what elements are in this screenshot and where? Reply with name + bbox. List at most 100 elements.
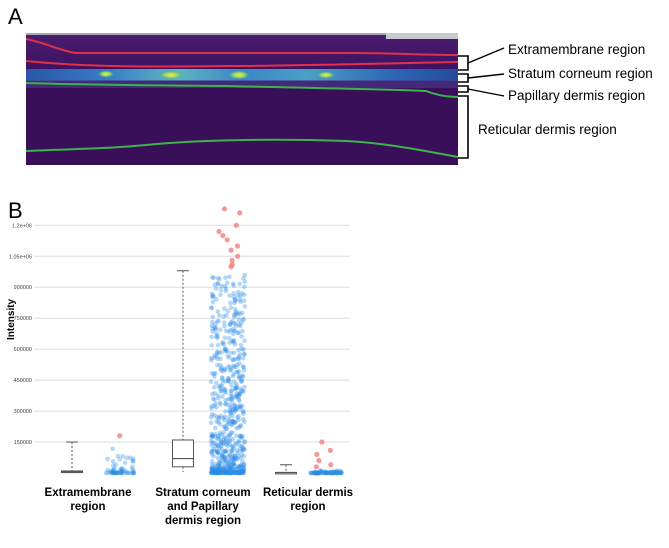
intensity-point <box>214 349 220 355</box>
intensity-point <box>214 464 219 469</box>
intensity-point <box>228 410 234 416</box>
intensity-point <box>226 454 231 460</box>
intensity-point <box>215 433 221 439</box>
intensity-point <box>232 409 237 414</box>
outlier-point <box>235 253 241 259</box>
intensity-point <box>210 293 216 298</box>
intensity-point <box>227 409 233 414</box>
intensity-point <box>212 413 217 418</box>
intensity-point <box>119 467 125 472</box>
intensity-point <box>241 462 247 468</box>
intensity-point <box>223 439 229 444</box>
intensity-point <box>216 470 221 476</box>
intensity-point <box>233 324 239 329</box>
intensity-point <box>232 402 238 408</box>
intensity-point <box>236 464 241 470</box>
intensity-point <box>215 275 221 281</box>
intensity-point <box>220 469 226 474</box>
intensity-point <box>236 356 242 361</box>
reticular-boundary <box>26 138 458 158</box>
intensity-point <box>233 384 239 389</box>
intensity-point <box>110 459 116 464</box>
intensity-point <box>216 318 221 324</box>
intensity-point <box>217 430 223 436</box>
intensity-point <box>219 469 224 475</box>
intensity-point <box>115 453 121 459</box>
intensity-point <box>216 460 222 466</box>
x-category-reticular: Reticular dermis region <box>262 487 354 513</box>
intensity-point <box>308 470 313 476</box>
intensity-point <box>212 431 218 437</box>
intensity-point <box>212 374 217 379</box>
intensity-point <box>334 470 339 476</box>
intensity-point <box>209 433 215 439</box>
intensity-point <box>223 470 228 476</box>
intensity-point <box>236 330 241 336</box>
intensity-point <box>231 363 236 369</box>
intensity-point <box>226 470 231 476</box>
intensity-point <box>230 466 236 472</box>
intensity-point <box>234 448 240 454</box>
intensity-point <box>240 411 246 416</box>
intensity-point <box>229 466 234 471</box>
intensity-point <box>240 374 246 380</box>
intensity-point <box>209 469 215 475</box>
intensity-point <box>215 467 220 473</box>
intensity-point <box>229 469 235 475</box>
bracket-reticular <box>458 95 469 159</box>
intensity-point <box>223 346 228 352</box>
intensity-point <box>241 466 246 471</box>
intensity-point <box>127 455 133 460</box>
intensity-point <box>227 340 232 345</box>
intensity-point <box>222 470 228 475</box>
intensity-point <box>237 352 243 357</box>
outlier-point <box>220 233 226 239</box>
intensity-point <box>118 470 123 476</box>
intensity-point <box>312 470 317 475</box>
intensity-point <box>219 466 224 472</box>
intensity-point <box>216 467 221 473</box>
intensity-point <box>220 450 226 455</box>
intensity-point <box>335 470 341 476</box>
outlier-point <box>327 447 333 453</box>
intensity-point <box>219 454 224 460</box>
intensity-point <box>109 470 115 476</box>
intensity-point <box>218 292 223 298</box>
intensity-point <box>238 455 244 461</box>
intensity-point <box>225 464 231 470</box>
intensity-point <box>221 369 226 374</box>
intensity-point <box>230 413 235 419</box>
intensity-point <box>219 470 224 475</box>
intensity-point <box>334 470 339 476</box>
outlier-point <box>328 462 334 468</box>
intensity-point <box>113 470 119 476</box>
intensity-point <box>237 468 243 474</box>
intensity-point <box>241 364 246 370</box>
intensity-point <box>124 470 129 475</box>
intensity-point <box>233 393 238 399</box>
intensity-point <box>239 452 245 457</box>
intensity-point <box>229 396 234 402</box>
intensity-point <box>111 463 116 468</box>
intensity-point <box>235 469 241 475</box>
intensity-point <box>214 470 220 476</box>
intensity-point <box>215 342 221 348</box>
intensity-point <box>222 324 227 329</box>
intensity-point <box>236 470 242 476</box>
intensity-point <box>212 467 218 473</box>
intensity-point <box>218 470 223 476</box>
intensity-point <box>217 464 222 470</box>
intensity-point <box>240 445 246 450</box>
intensity-point <box>219 350 225 355</box>
intensity-point <box>227 470 233 476</box>
intensity-point <box>225 422 230 427</box>
intensity-point <box>230 418 235 424</box>
top-edge <box>26 33 458 35</box>
intensity-point <box>227 438 233 443</box>
intensity-point <box>214 319 220 324</box>
intensity-point <box>209 465 214 471</box>
intensity-point <box>234 391 239 396</box>
intensity-point <box>216 470 222 476</box>
intensity-point <box>210 468 216 474</box>
intensity-point <box>239 448 245 453</box>
